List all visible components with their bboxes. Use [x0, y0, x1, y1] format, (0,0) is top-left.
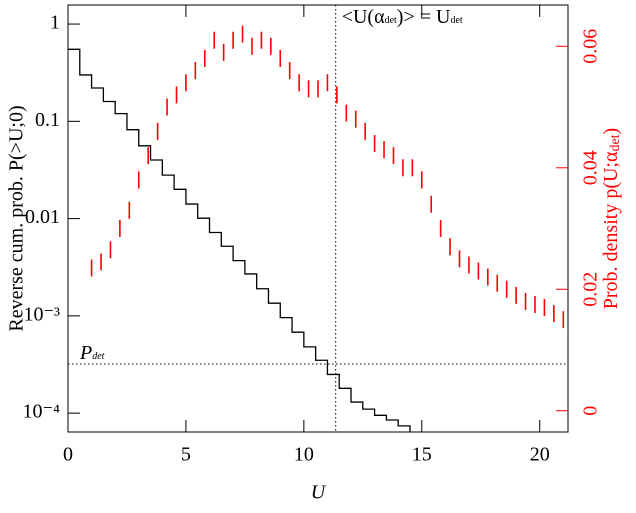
subscript: det [92, 351, 104, 362]
y-tick-label: 0.1 [35, 109, 60, 131]
y-tick-label: 1 [50, 12, 60, 34]
subscript: det [450, 15, 462, 26]
y-tick-label: 0.01 [25, 206, 60, 228]
y-tick-label: 10⁻⁴ [22, 401, 60, 423]
annotation: Pdet [79, 342, 105, 364]
y2-tick-label: 0.02 [580, 272, 602, 307]
text-part: Prob. density p(U;α [600, 151, 622, 309]
x-tick-label: 10 [294, 444, 314, 466]
y2-tick-label: 0.06 [580, 29, 602, 64]
subscript: det [608, 134, 623, 151]
text-part: ) [600, 128, 622, 135]
x-tick-label: 0 [63, 444, 73, 466]
y2-axis-label: Prob. density p(U;αdet) [600, 128, 623, 309]
y-tick-label: 10⁻³ [23, 303, 60, 325]
text-part: )> = U [397, 6, 451, 28]
x-tick-label: 5 [181, 444, 191, 466]
plot-frame [67, 4, 569, 433]
subscript: det [385, 15, 397, 26]
y2-tick-label: 0 [580, 406, 602, 416]
step-line [68, 48, 411, 432]
text-part: <U(α [342, 6, 385, 28]
x-axis-label: U [311, 482, 327, 504]
x-tick-label: 20 [530, 444, 550, 466]
x-tick-label: 15 [412, 444, 432, 466]
text-part: P [79, 342, 92, 364]
y-axis-label: Reverse cum. prob. P(>U;0) [6, 105, 28, 331]
y2-tick-label: 0.04 [580, 150, 602, 185]
annotation: <U(αdet)> = Udet [342, 6, 463, 28]
